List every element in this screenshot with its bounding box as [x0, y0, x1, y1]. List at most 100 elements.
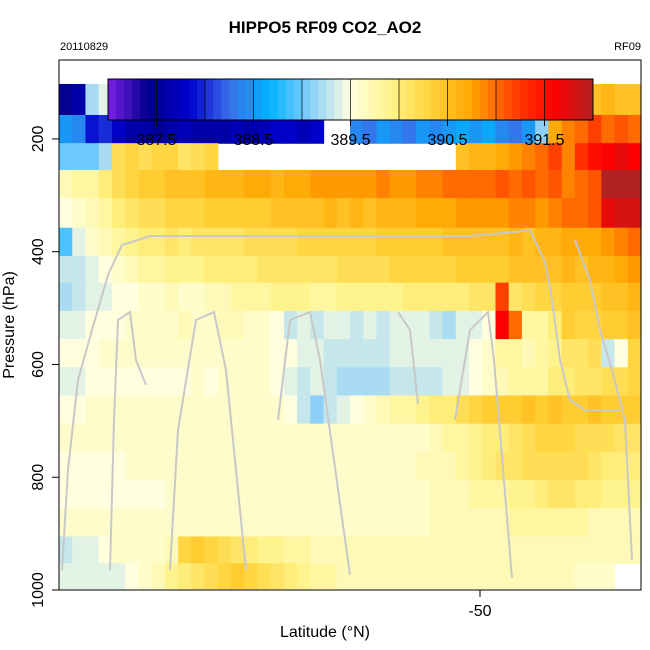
heatmap-cell [125, 143, 139, 171]
heatmap-cell [178, 169, 192, 199]
heatmap-cell [535, 423, 550, 453]
colorbar-swatch [358, 79, 368, 120]
heatmap-cell [482, 451, 497, 481]
heatmap-cell [627, 536, 642, 564]
heatmap-cell [521, 198, 536, 229]
heatmap-cell [59, 563, 73, 590]
colorbar-swatch [140, 79, 149, 120]
heatmap-cell [283, 310, 298, 340]
heatmap-cell [151, 310, 166, 340]
heatmap-cell [283, 451, 298, 481]
heatmap-cell [204, 227, 219, 257]
heatmap-cell [59, 282, 73, 312]
heatmap-cell [111, 339, 126, 368]
heatmap-cell [521, 395, 536, 425]
heatmap-cell [204, 339, 219, 368]
heatmap-cell [244, 339, 259, 368]
heatmap-cell [363, 367, 378, 397]
heatmap-cell [508, 310, 523, 340]
heatmap-cell [283, 423, 298, 453]
heatmap-cell [270, 255, 285, 284]
heatmap-cell [535, 395, 550, 425]
heatmap-cell [495, 367, 510, 397]
heatmap-cell [416, 367, 430, 397]
heatmap-cell [85, 423, 100, 453]
heatmap-cell [350, 282, 364, 312]
heatmap-cell [455, 423, 470, 453]
heatmap-cell [495, 255, 510, 284]
heatmap-cell [495, 114, 510, 144]
heatmap-cell [508, 198, 523, 229]
heatmap-cell [111, 451, 126, 481]
heatmap-cell [376, 227, 391, 257]
heatmap-cell [376, 255, 391, 284]
heatmap-cell [98, 423, 113, 453]
colorbar-swatch [326, 79, 335, 120]
heatmap-cell [257, 310, 272, 340]
heatmap-cell [442, 114, 457, 144]
heatmap-cell [469, 169, 483, 199]
heatmap-cell [627, 143, 642, 171]
heatmap-cell [270, 169, 285, 199]
heatmap-cell [627, 198, 642, 229]
heatmap-cell [204, 114, 219, 144]
colorbar-swatch [455, 79, 465, 120]
heatmap-cell [204, 480, 219, 509]
colorbar-swatch [487, 79, 497, 120]
heatmap-cell [125, 114, 139, 144]
heatmap-cell [72, 198, 87, 229]
heatmap-cell [548, 114, 563, 144]
heatmap-cell [217, 255, 232, 284]
heatmap-cell [535, 227, 550, 257]
heatmap-cell [297, 451, 311, 481]
heatmap-cell [574, 198, 589, 229]
heatmap-cell [323, 198, 338, 229]
heatmap-cell [561, 367, 576, 397]
heatmap-cell [310, 227, 325, 257]
heatmap-cell [561, 536, 576, 564]
heatmap-cell [138, 339, 153, 368]
heatmap-cell [455, 563, 470, 590]
colorbar-swatch [382, 79, 392, 120]
heatmap-cell [389, 423, 404, 453]
colorbar-swatch [188, 79, 198, 120]
flight-track-segment [277, 310, 351, 576]
heatmap-cell [191, 282, 206, 312]
heatmap-cell [561, 423, 576, 453]
heatmap-cell [85, 367, 100, 397]
heatmap-cell [59, 255, 73, 284]
heatmap-cell [469, 367, 483, 397]
heatmap-cell [59, 367, 73, 397]
heatmap-cell [429, 395, 444, 425]
colorbar-swatch [520, 79, 529, 120]
heatmap-cell [469, 480, 483, 509]
colorbar-swatch [164, 79, 174, 120]
heatmap-cell [85, 198, 100, 229]
flight-track [61, 228, 633, 579]
heatmap-cell [402, 508, 417, 538]
heatmap-cell [535, 367, 550, 397]
heatmap-cell [601, 83, 616, 116]
heatmap-cell [416, 423, 430, 453]
heatmap-cell [283, 508, 298, 538]
heatmap-cell [429, 451, 444, 481]
heatmap-cell [85, 563, 100, 590]
heatmap-cell [469, 114, 483, 144]
heatmap-cell [363, 310, 378, 340]
colorbar-swatch [116, 79, 125, 120]
heatmap-cell [151, 451, 166, 481]
heatmap-cell [297, 282, 311, 312]
heatmap-cell [416, 310, 430, 340]
heatmap-cell [561, 451, 576, 481]
heatmap-cell [350, 114, 364, 144]
heatmap-cell [244, 367, 259, 397]
heatmap-cell [310, 282, 325, 312]
heatmap-cell [151, 423, 166, 453]
heatmap-cell [270, 423, 285, 453]
heatmap-cell [138, 451, 153, 481]
heatmap-cell [508, 395, 523, 425]
heatmap-cell [164, 480, 179, 509]
heatmap-cell [350, 536, 364, 564]
heatmap-cell [482, 282, 497, 312]
heatmap-cell [455, 395, 470, 425]
